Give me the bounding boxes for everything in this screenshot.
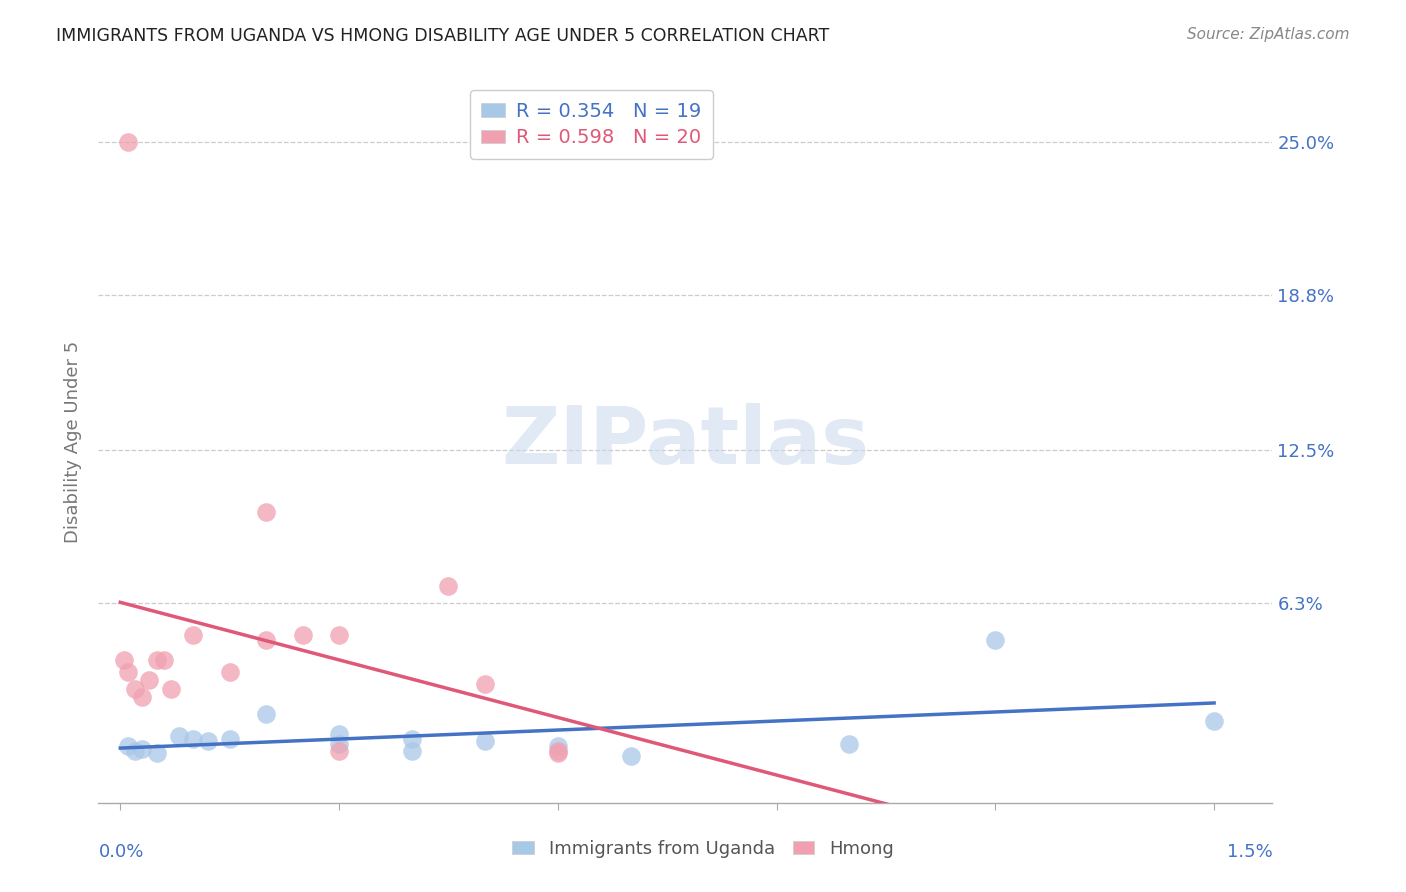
Point	[328, 727, 350, 741]
Point	[547, 744, 569, 758]
Point	[401, 744, 423, 758]
Point	[437, 579, 460, 593]
Point	[984, 633, 1007, 648]
Point	[181, 731, 204, 746]
Point	[1204, 714, 1226, 729]
Text: 0.0%: 0.0%	[98, 843, 143, 861]
Point	[328, 628, 350, 642]
Y-axis label: Disability Age Under 5: Disability Age Under 5	[63, 341, 82, 542]
Point	[254, 633, 277, 648]
Text: Source: ZipAtlas.com: Source: ZipAtlas.com	[1187, 27, 1350, 42]
Point	[145, 747, 167, 761]
Point	[218, 731, 240, 746]
Point	[838, 737, 860, 751]
Point	[117, 665, 139, 679]
Point	[620, 748, 643, 763]
Point	[124, 682, 146, 697]
Point	[153, 653, 176, 667]
Point	[124, 744, 146, 758]
Point	[197, 734, 219, 748]
Point	[131, 690, 153, 704]
Point	[117, 135, 139, 149]
Text: IMMIGRANTS FROM UGANDA VS HMONG DISABILITY AGE UNDER 5 CORRELATION CHART: IMMIGRANTS FROM UGANDA VS HMONG DISABILI…	[56, 27, 830, 45]
Legend: Immigrants from Uganda, Hmong: Immigrants from Uganda, Hmong	[505, 833, 901, 865]
Point	[145, 653, 167, 667]
Point	[160, 682, 183, 697]
Point	[474, 677, 496, 691]
Point	[474, 734, 496, 748]
Text: 1.5%: 1.5%	[1226, 843, 1272, 861]
Point	[254, 706, 277, 721]
Point	[112, 653, 135, 667]
Point	[117, 739, 139, 753]
Point	[167, 729, 190, 743]
Point	[547, 747, 569, 761]
Text: ZIPatlas: ZIPatlas	[502, 402, 869, 481]
Point	[401, 731, 423, 746]
Point	[131, 741, 153, 756]
Point	[181, 628, 204, 642]
Point	[218, 665, 240, 679]
Legend: R = 0.354   N = 19, R = 0.598   N = 20: R = 0.354 N = 19, R = 0.598 N = 20	[470, 90, 713, 159]
Point	[254, 505, 277, 519]
Point	[138, 673, 160, 687]
Point	[291, 628, 314, 642]
Point	[328, 744, 350, 758]
Point	[547, 739, 569, 753]
Point	[328, 737, 350, 751]
